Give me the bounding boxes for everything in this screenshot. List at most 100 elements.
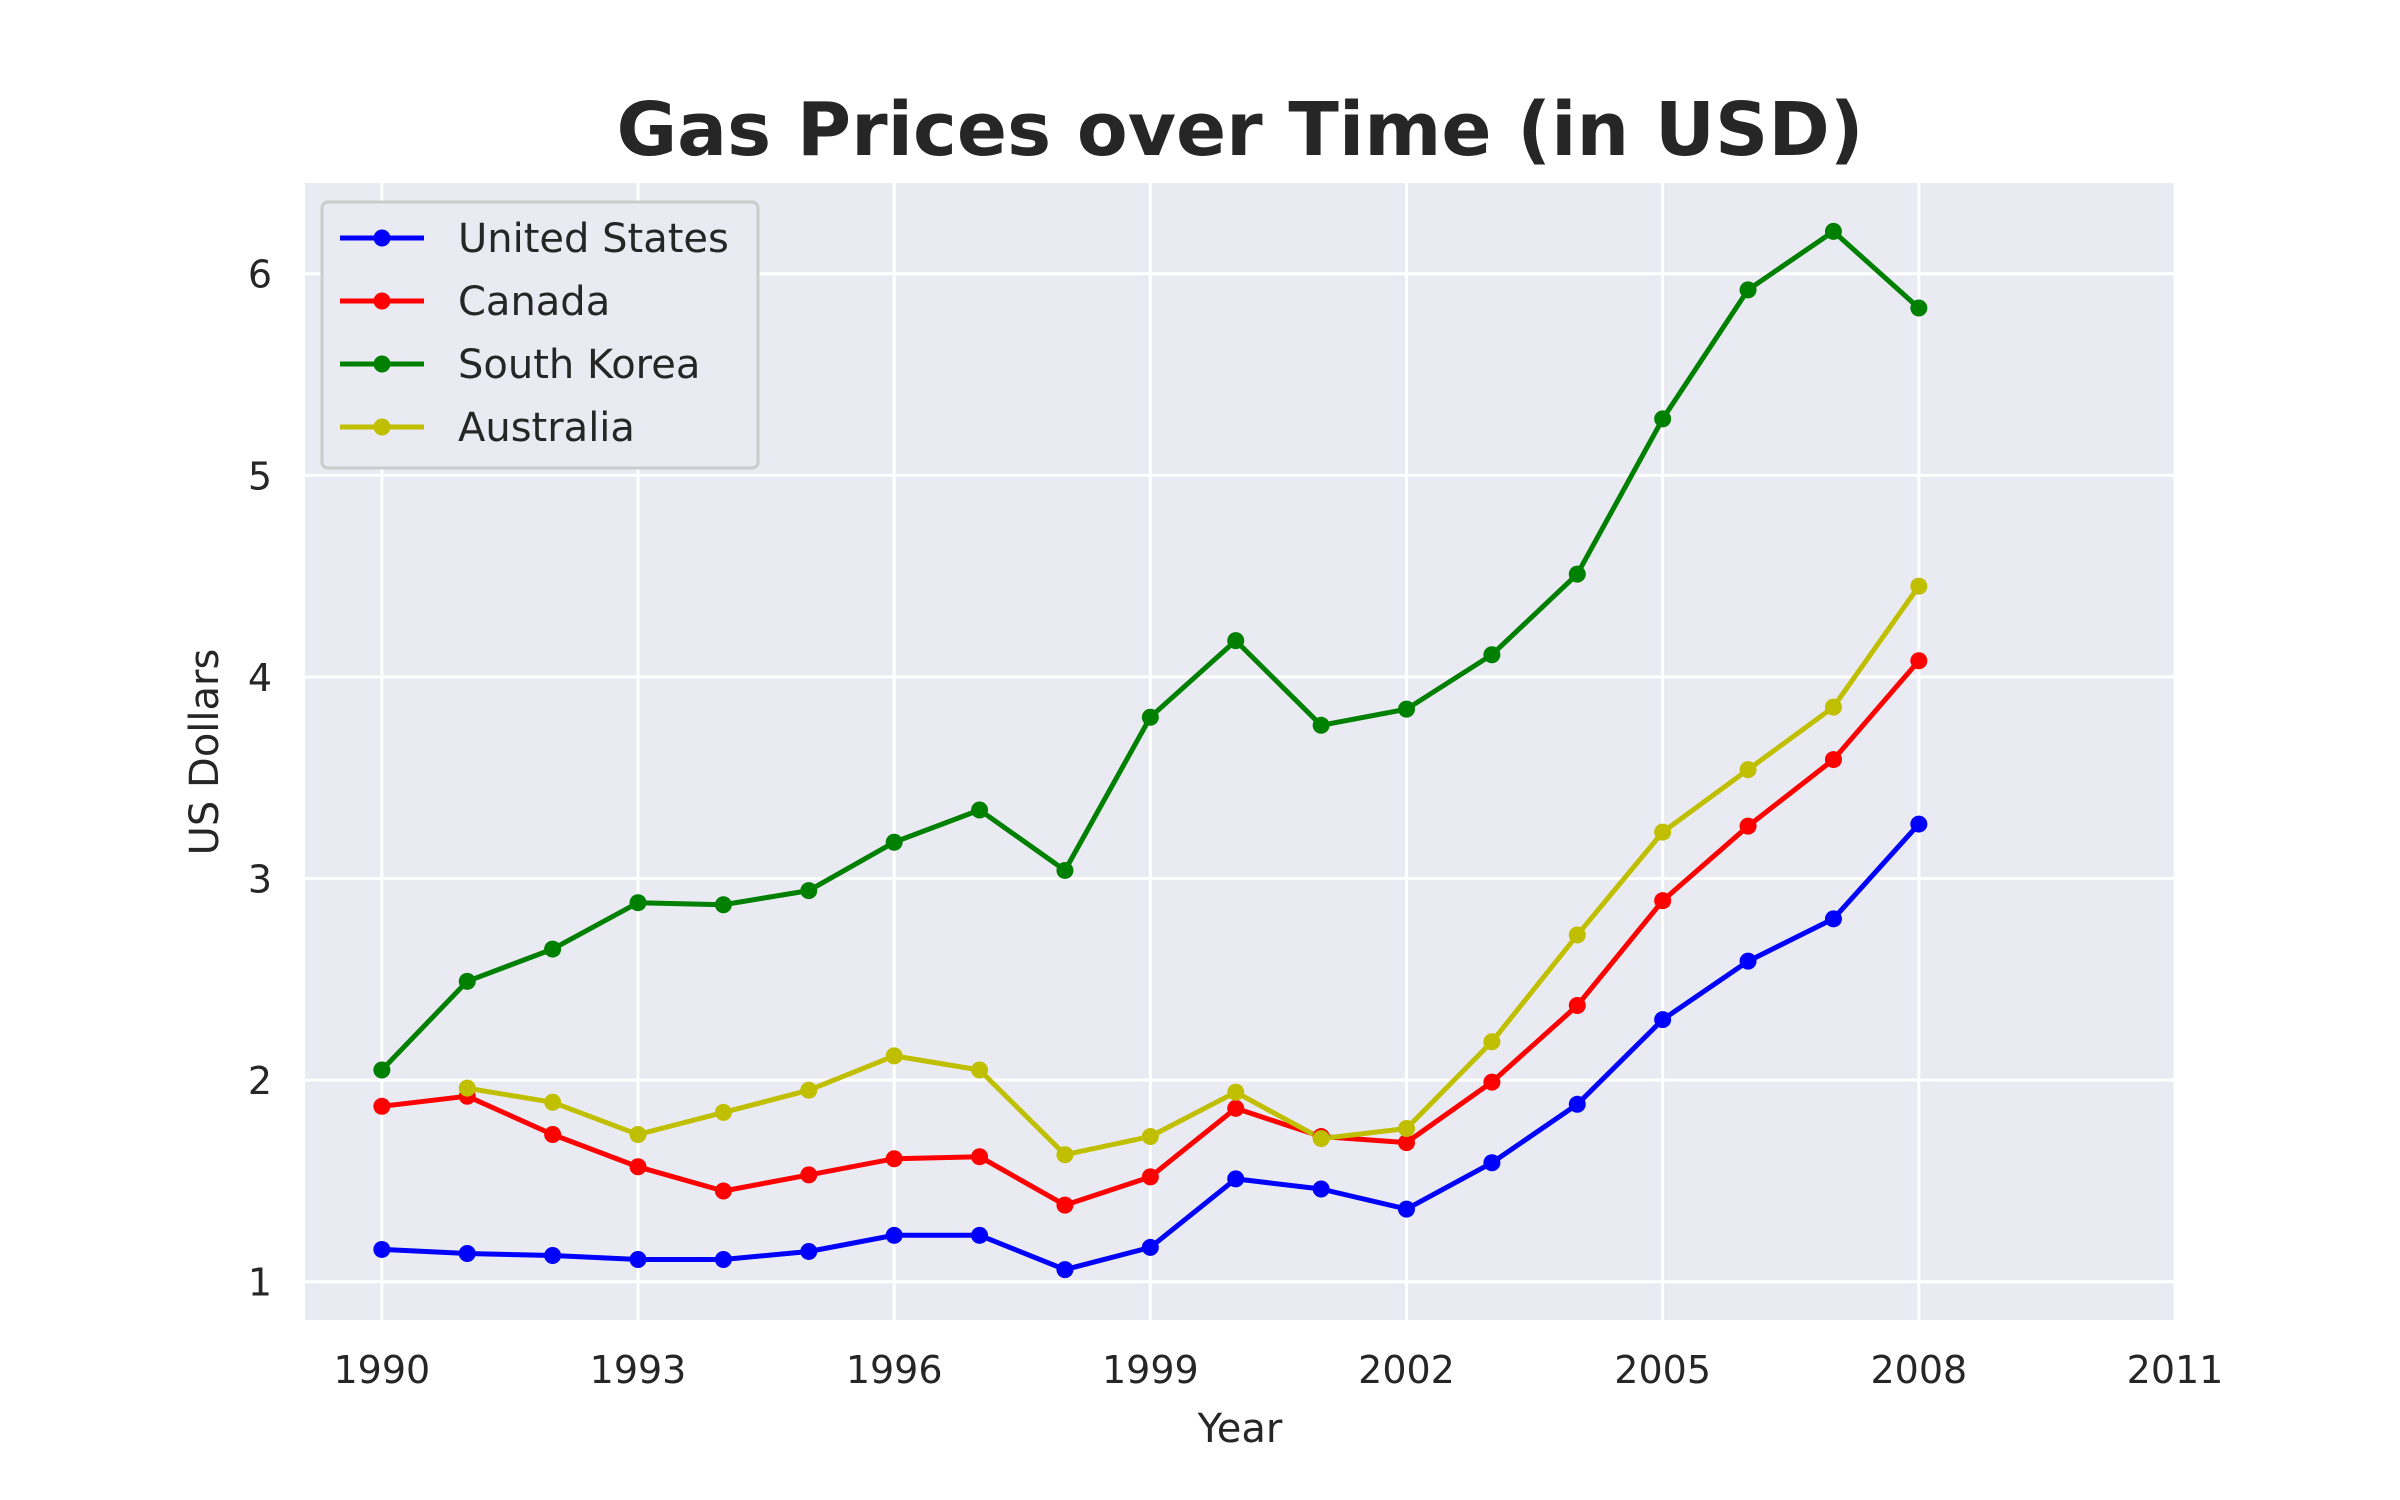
- legend-label-canada: Canada: [458, 279, 610, 325]
- y-tick-label: 6: [248, 253, 272, 297]
- data-point-south-korea: [1824, 222, 1842, 240]
- data-point-south-korea: [1056, 861, 1074, 879]
- data-point-south-korea: [714, 896, 732, 914]
- legend-marker-south-korea: [373, 355, 391, 373]
- legend: United States Canada South Korea Australia: [320, 200, 760, 470]
- legend-marker-australia: [373, 418, 391, 436]
- data-point-united-states: [1910, 815, 1928, 833]
- data-point-australia: [1654, 823, 1672, 841]
- data-point-canada: [1654, 892, 1672, 910]
- data-point-canada: [1141, 1168, 1159, 1186]
- data-point-australia: [714, 1103, 732, 1121]
- legend-label-united-states: United States: [458, 216, 729, 262]
- data-point-united-states: [1141, 1238, 1159, 1256]
- x-tick-label: 2002: [1358, 1348, 1455, 1392]
- data-point-united-states: [544, 1246, 562, 1264]
- data-point-canada: [1739, 817, 1757, 835]
- data-point-united-states: [1654, 1011, 1672, 1029]
- x-tick-labels: 1990 1993 1996 1999 2002 2005 2008 2011: [333, 1348, 2223, 1392]
- data-point-united-states: [373, 1240, 391, 1258]
- legend-label-south-korea: South Korea: [458, 342, 700, 388]
- data-point-united-states: [1568, 1095, 1586, 1113]
- data-point-south-korea: [544, 940, 562, 958]
- data-point-united-states: [1398, 1200, 1416, 1218]
- data-point-south-korea: [885, 833, 903, 851]
- data-point-united-states: [1483, 1154, 1501, 1172]
- data-point-australia: [1141, 1128, 1159, 1146]
- data-point-united-states: [1056, 1261, 1074, 1279]
- data-point-australia: [1824, 698, 1842, 716]
- series-points: [373, 222, 1928, 1279]
- data-point-canada: [629, 1158, 647, 1176]
- data-point-canada: [544, 1126, 562, 1144]
- data-point-australia: [800, 1081, 818, 1099]
- x-tick-label: 2005: [1614, 1348, 1711, 1392]
- data-point-canada: [1824, 751, 1842, 769]
- x-tick-label: 2008: [1870, 1348, 1967, 1392]
- grid-lines: [305, 183, 2177, 1320]
- data-point-canada: [1568, 997, 1586, 1015]
- x-tick-label: 1999: [1102, 1348, 1199, 1392]
- data-point-canada: [1398, 1134, 1416, 1152]
- data-point-south-korea: [1739, 281, 1757, 299]
- data-point-australia: [1739, 761, 1757, 779]
- y-tick-label: 5: [248, 454, 272, 498]
- data-point-south-korea: [1398, 700, 1416, 718]
- data-point-united-states: [885, 1226, 903, 1244]
- data-point-united-states: [1227, 1170, 1245, 1188]
- data-point-south-korea: [1654, 410, 1672, 428]
- data-point-australia: [1227, 1083, 1245, 1101]
- data-point-australia: [971, 1061, 989, 1079]
- data-point-canada: [714, 1182, 732, 1200]
- legend-label-australia: Australia: [458, 405, 635, 451]
- y-tick-label: 1: [248, 1261, 272, 1305]
- data-point-canada: [800, 1166, 818, 1184]
- data-point-south-korea: [458, 972, 476, 990]
- data-point-australia: [629, 1126, 647, 1144]
- data-point-united-states: [971, 1226, 989, 1244]
- data-point-australia: [1312, 1130, 1330, 1148]
- data-point-united-states: [1824, 910, 1842, 928]
- data-point-canada: [971, 1148, 989, 1166]
- data-point-australia: [885, 1047, 903, 1065]
- data-point-canada: [885, 1150, 903, 1168]
- data-point-canada: [1483, 1073, 1501, 1091]
- data-point-united-states: [714, 1251, 732, 1269]
- data-point-south-korea: [1227, 632, 1245, 650]
- data-point-canada: [1056, 1196, 1074, 1214]
- y-tick-label: 4: [248, 656, 272, 700]
- chart-title: Gas Prices over Time (in USD): [616, 87, 1863, 173]
- data-point-united-states: [629, 1251, 647, 1269]
- data-point-australia: [1056, 1146, 1074, 1164]
- data-point-australia: [1568, 926, 1586, 944]
- y-tick-label: 2: [248, 1059, 272, 1103]
- data-point-south-korea: [800, 882, 818, 900]
- y-tick-label: 3: [248, 858, 272, 902]
- series-line-australia: [466, 584, 1921, 1158]
- x-tick-label: 2011: [2127, 1348, 2224, 1392]
- data-point-australia: [544, 1093, 562, 1111]
- data-point-south-korea: [373, 1061, 391, 1079]
- data-point-australia: [1910, 577, 1928, 595]
- x-tick-label: 1996: [846, 1348, 943, 1392]
- data-point-canada: [1227, 1099, 1245, 1117]
- y-tick-labels: 1 2 3 4 5 6: [248, 253, 272, 1305]
- data-point-south-korea: [1568, 565, 1586, 583]
- legend-frame: [320, 200, 760, 470]
- data-point-canada: [373, 1097, 391, 1115]
- data-point-united-states: [1312, 1180, 1330, 1198]
- y-axis-label: US Dollars: [182, 649, 228, 856]
- data-point-australia: [1483, 1033, 1501, 1051]
- data-point-australia: [458, 1079, 476, 1097]
- data-point-canada: [1910, 652, 1928, 670]
- data-point-australia: [1398, 1119, 1416, 1137]
- legend-marker-united-states: [373, 229, 391, 247]
- data-point-south-korea: [1141, 708, 1159, 726]
- data-point-united-states: [458, 1244, 476, 1262]
- data-point-south-korea: [629, 894, 647, 912]
- legend-marker-canada: [373, 292, 391, 310]
- data-point-united-states: [800, 1242, 818, 1260]
- x-tick-label: 1993: [590, 1348, 687, 1392]
- data-point-south-korea: [1312, 716, 1330, 734]
